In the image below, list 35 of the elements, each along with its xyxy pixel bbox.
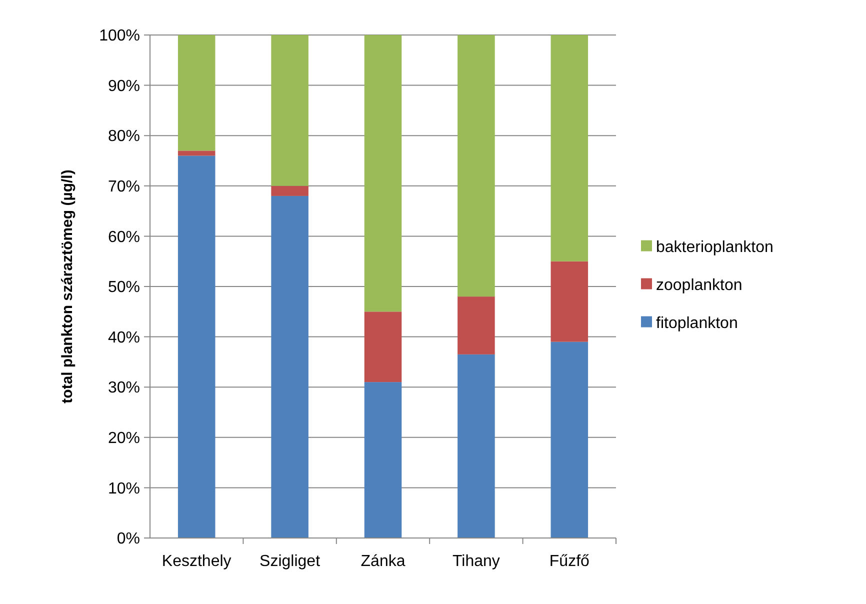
bar [364, 382, 402, 538]
legend-label: zooplankton [656, 276, 742, 294]
y-tick-label: 50% [108, 279, 140, 296]
bar [271, 186, 308, 196]
y-tick-label: 60% [108, 228, 140, 246]
bar [364, 35, 402, 312]
bar [271, 35, 308, 186]
x-tick-label: Tihany [452, 553, 500, 570]
bar [550, 35, 588, 262]
y-tick-label: 20% [108, 430, 140, 447]
legend-label: bakterioplankton [656, 238, 774, 256]
bar [178, 150, 216, 156]
bar [178, 35, 216, 151]
y-tick-label: 100% [99, 28, 140, 45]
bar [550, 342, 588, 538]
legend-label: fitoplankton [656, 314, 738, 332]
x-tick-label: Zánka [360, 553, 406, 570]
y-tick-label: 90% [108, 78, 140, 95]
y-tick-label: 80% [108, 128, 140, 146]
y-tick-label: 0% [116, 530, 140, 548]
bar [271, 196, 308, 538]
y-tick-label: 40% [108, 329, 140, 346]
bar [550, 261, 588, 342]
y-tick-label: 10% [108, 480, 140, 498]
y-tick-label: 30% [108, 380, 140, 397]
x-tick-label: Fűzfő [549, 553, 590, 570]
x-tick-label: Keszthely [162, 553, 232, 570]
bar [178, 156, 216, 538]
x-tick-label: Szigliget [260, 553, 321, 570]
y-axis-title: total plankton száraztömeg (µg/l) [59, 170, 76, 404]
bar [458, 354, 495, 538]
bar [364, 312, 402, 382]
y-tick-label: 70% [108, 178, 140, 196]
bar [458, 296, 495, 354]
bar [458, 35, 495, 297]
